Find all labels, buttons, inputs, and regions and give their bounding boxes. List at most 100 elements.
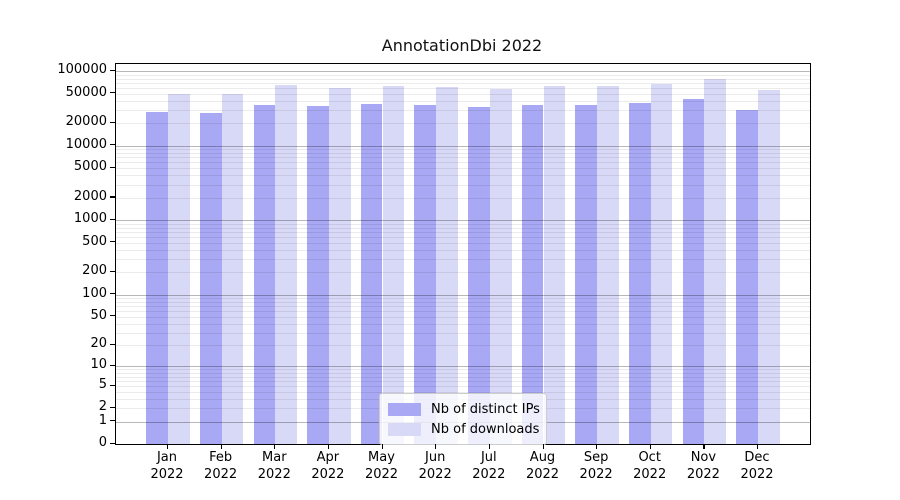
x-tick-mark <box>649 444 651 449</box>
legend-row: Nb of downloads <box>388 419 539 439</box>
gridline-minor <box>116 78 810 80</box>
gridline-minor <box>116 227 810 229</box>
y-tick-label-200: 200 <box>82 263 107 279</box>
gridline-minor <box>116 369 810 371</box>
bar-downloads-jun <box>436 87 458 444</box>
bar-distinct-ips-feb <box>199 113 222 444</box>
y-tick-mark <box>109 384 115 386</box>
chart-title: AnnotationDbi 2022 <box>381 36 543 55</box>
y-tick-mark <box>109 166 115 168</box>
x-tick-year: 2022 <box>525 467 560 482</box>
gridline-minor <box>116 157 810 159</box>
y-tick-mark <box>109 69 115 71</box>
legend: Nb of distinct IPs Nb of downloads <box>379 393 547 445</box>
x-tick-label-feb: Feb 2022 <box>186 449 256 483</box>
x-tick-month: Aug <box>529 450 556 465</box>
x-tick-year: 2022 <box>418 467 452 482</box>
y-tick-mark <box>109 343 115 346</box>
bar-distinct-ips-may <box>360 104 383 444</box>
x-tick-label-jul: Jul 2022 <box>454 449 524 483</box>
x-tick-year: 2022 <box>472 467 506 482</box>
bar-distinct-ips-jun <box>414 104 437 444</box>
gridline-minor <box>116 306 810 307</box>
x-tick-month: May <box>368 450 395 465</box>
y-tick-label-50: 50 <box>90 307 107 323</box>
x-tick-month: Sep <box>583 450 609 465</box>
x-tick-mark <box>381 444 383 449</box>
y-tick-mark <box>109 144 115 146</box>
legend-row: Nb of distinct IPs <box>388 399 540 419</box>
gridline-minor <box>116 345 810 347</box>
x-tick-mark <box>488 444 490 449</box>
bar-downloads-feb <box>221 93 244 444</box>
gridline-minor <box>116 236 810 238</box>
gridline-minor <box>116 323 810 325</box>
gridline-major <box>116 145 810 147</box>
gridline-minor <box>116 223 810 225</box>
y-tick-label-50000: 50000 <box>65 84 107 100</box>
y-tick-mark <box>109 196 115 198</box>
y-tick-mark <box>109 241 115 243</box>
gridline-minor <box>116 153 810 154</box>
gridline-minor <box>116 272 810 274</box>
bar-downloads-jul <box>489 89 512 444</box>
gridline-minor <box>116 391 810 393</box>
bar-downloads-oct <box>650 83 673 444</box>
x-tick-month: Feb <box>209 450 233 465</box>
x-tick-year: 2022 <box>150 467 184 482</box>
x-tick-year: 2022 <box>633 467 667 482</box>
x-tick-year: 2022 <box>579 467 613 482</box>
bar-downloads-may <box>382 86 405 444</box>
gridline-major <box>116 366 810 368</box>
x-tick-year: 2022 <box>686 467 720 482</box>
bar-distinct-ips-oct <box>628 102 651 444</box>
y-tick-label-10: 10 <box>90 357 107 373</box>
y-tick-label-100000: 100000 <box>57 62 107 78</box>
x-tick-month: Jul <box>480 450 497 465</box>
x-tick-mark <box>274 444 276 449</box>
plot-area: Nb of distinct IPs Nb of downloads <box>115 63 811 445</box>
bar-distinct-ips-apr <box>307 106 329 444</box>
x-tick-month: Mar <box>262 450 287 465</box>
legend-swatch-icon <box>388 422 421 436</box>
y-tick-label-500: 500 <box>82 233 107 249</box>
x-tick-label-aug: Aug 2022 <box>508 449 578 483</box>
gridline-minor <box>116 110 810 112</box>
x-tick-year: 2022 <box>364 467 399 482</box>
gridline-minor <box>116 332 810 334</box>
bar-distinct-ips-nov <box>682 98 705 444</box>
gridline-major <box>116 294 810 296</box>
y-tick-mark <box>109 420 115 422</box>
x-tick-month: Jan <box>156 450 178 465</box>
gridline-minor <box>116 149 810 151</box>
gridline-major <box>116 71 810 73</box>
x-tick-mark <box>435 444 437 449</box>
bar-downloads-mar <box>275 85 298 444</box>
gridline-minor <box>116 242 810 244</box>
x-tick-mark <box>703 444 705 449</box>
bar-downloads-sep <box>597 86 619 444</box>
x-tick-year: 2022 <box>740 467 774 482</box>
x-tick-label-apr: Apr 2022 <box>293 449 363 483</box>
y-tick-mark <box>109 92 115 94</box>
x-tick-label-mar: Mar 2022 <box>239 449 309 483</box>
y-tick-label-20000: 20000 <box>65 114 107 130</box>
gridline-minor <box>116 310 810 312</box>
bar-downloads-jan <box>168 94 190 444</box>
y-tick-mark <box>109 218 115 220</box>
bar-downloads-nov <box>704 79 727 444</box>
x-tick-label-jun: Jun 2022 <box>400 449 470 483</box>
x-tick-mark <box>596 444 598 449</box>
gridline-minor <box>116 162 810 164</box>
bar-distinct-ips-jan <box>146 111 168 444</box>
y-tick-label-0: 0 <box>98 435 107 450</box>
gridline-minor <box>116 249 810 251</box>
y-tick-label-5: 5 <box>98 377 107 392</box>
y-tick-mark <box>109 121 115 123</box>
y-tick-mark <box>109 364 115 367</box>
x-tick-label-nov: Nov 2022 <box>668 449 738 483</box>
y-tick-mark <box>109 442 115 444</box>
gridline-minor <box>116 231 810 233</box>
x-tick-label-may: May 2022 <box>347 449 417 483</box>
